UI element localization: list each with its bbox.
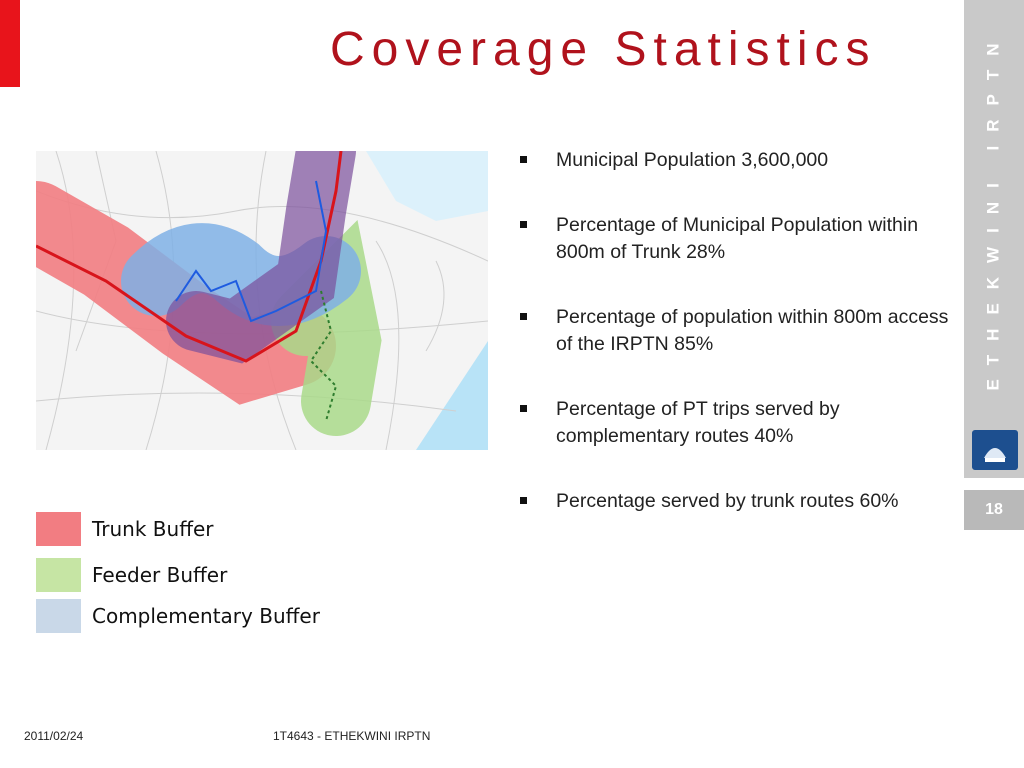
- side-banner: [964, 0, 1024, 478]
- bullet-municipal-population: Municipal Population 3,600,000: [520, 147, 950, 174]
- red-accent-tab: [0, 0, 20, 87]
- bullet-trunk-percentage: Percentage of Municipal Population withi…: [520, 212, 950, 266]
- coverage-map: [36, 151, 488, 450]
- legend-item-trunk: Trunk Buffer: [36, 512, 214, 546]
- legend-item-complementary: Complementary Buffer: [36, 599, 320, 633]
- feeder-swatch: [36, 558, 81, 592]
- trunk-swatch: [36, 512, 81, 546]
- municipal-logo: [972, 430, 1018, 470]
- legend-label-complementary: Complementary Buffer: [92, 604, 320, 628]
- bullet-trunk-routes: Percentage served by trunk routes 60%: [520, 488, 950, 515]
- side-banner-text: ETHEKWINI IRPTN: [984, 29, 1004, 391]
- legend-label-feeder: Feeder Buffer: [92, 563, 228, 587]
- slide-title: Coverage Statistics: [330, 23, 877, 76]
- legend-label-trunk: Trunk Buffer: [92, 517, 214, 541]
- legend-item-feeder: Feeder Buffer: [36, 558, 227, 592]
- bullet-irptn-access: Percentage of population within 800m acc…: [520, 304, 950, 358]
- statistics-list: Municipal Population 3,600,000 Percentag…: [520, 147, 950, 553]
- footer-text: 1T4643 - ETHEKWINI IRPTN: [273, 729, 431, 743]
- footer-date: 2011/02/24: [24, 729, 84, 743]
- complementary-swatch: [36, 599, 81, 633]
- page-number: 18: [964, 490, 1024, 530]
- bullet-complementary-trips: Percentage of PT trips served by complem…: [520, 396, 950, 450]
